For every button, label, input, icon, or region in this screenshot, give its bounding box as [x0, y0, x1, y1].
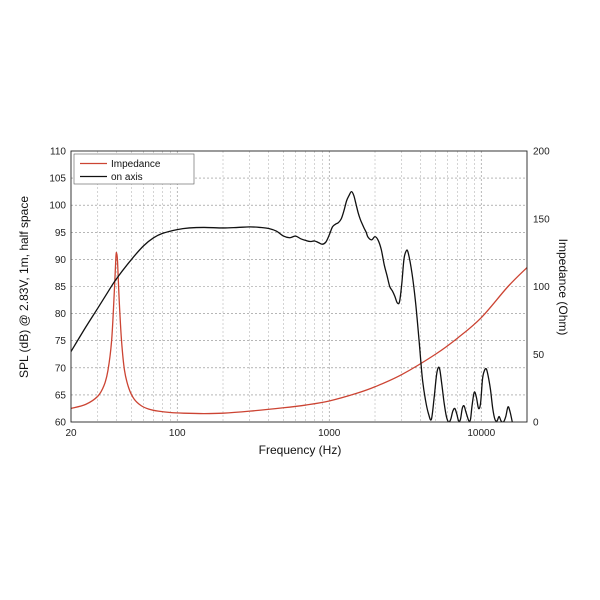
y-left-tick-label: 80	[55, 309, 67, 320]
legend: Impedance on axis	[73, 153, 195, 185]
x-tick-label: 20	[65, 428, 77, 439]
y-left-tick-label: 90	[55, 255, 67, 266]
legend-on-axis-label: on axis	[111, 172, 143, 183]
plot-curves	[71, 191, 527, 422]
y-right-tick-label: 0	[533, 418, 539, 429]
y-right-tick-label: 50	[533, 350, 545, 361]
plot-frame	[70, 150, 528, 423]
legend-impedance-label: Impedance	[111, 159, 161, 170]
y-left-tick-label: 100	[49, 201, 66, 212]
y-left-tick-label: 95	[55, 228, 67, 239]
y-left-tick-label: 105	[49, 174, 66, 185]
y-left-tick-label: 60	[55, 418, 67, 429]
x-tick-label: 1000	[318, 428, 341, 439]
y-right-tick-label: 100	[533, 282, 550, 293]
legend-box	[73, 153, 195, 185]
x-tick-label: 100	[169, 428, 186, 439]
y-left-tick-label: 110	[50, 147, 66, 158]
tick-labels: 20 100 1000 10000 60 65 70 75 80 85 90 95 100 105 110 0…	[49, 147, 550, 440]
y-right-tick-label: 200	[533, 147, 550, 158]
y-right-tick-label: 150	[533, 214, 550, 225]
y-left-tick-label: 75	[55, 336, 67, 347]
curve-group	[71, 191, 527, 422]
grid	[71, 151, 527, 422]
y-left-tick-label: 70	[55, 363, 67, 374]
on-axis-curve	[71, 191, 513, 422]
y-axis-left-title: SPL (dB) @ 2.83V, 1m, half space	[17, 196, 31, 378]
y-left-tick-label: 85	[55, 282, 67, 293]
y-left-tick-label: 65	[55, 390, 67, 401]
impedance-curve	[71, 251, 527, 415]
x-axis-title: Frequency (Hz)	[259, 443, 342, 457]
y-axis-right-title: Impedance (Ohm)	[556, 239, 570, 336]
x-tick-label: 10000	[467, 428, 495, 439]
